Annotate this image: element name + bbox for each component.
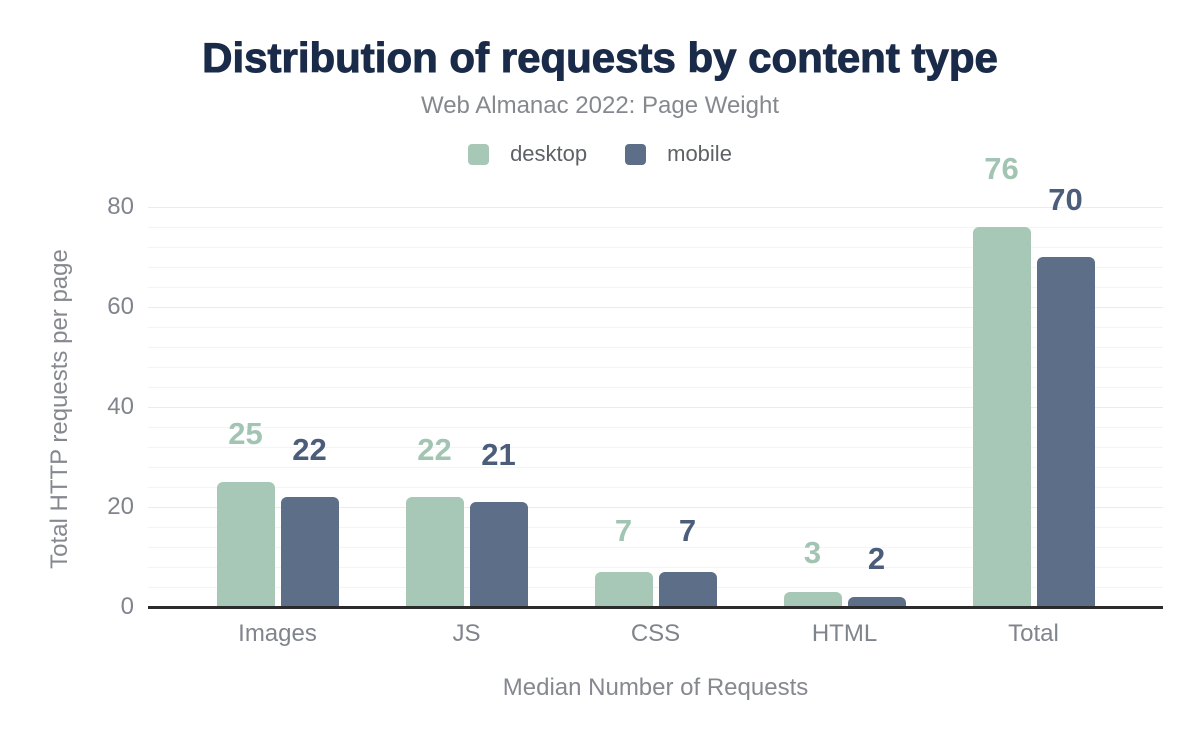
y-gridline-minor [148,467,1163,468]
y-gridline-minor [148,367,1163,368]
y-gridline-minor [148,327,1163,328]
legend-label-mobile: mobile [667,141,732,166]
y-tick-label: 20 [107,493,134,520]
y-gridline-minor [148,567,1163,568]
legend-item-mobile[interactable]: mobile [625,141,732,167]
y-gridline-minor [148,447,1163,448]
y-gridline-minor [148,227,1163,228]
y-axis-title: Total HTTP requests per page [46,249,73,569]
x-axis-title: Median Number of Requests [502,674,809,701]
legend-label-desktop: desktop [510,141,588,166]
x-category-label-css: CSS [630,620,681,647]
bar-value-mobile-css: 7 [678,512,697,548]
x-category-label-images: Images [238,620,317,647]
bar-value-desktop-css: 7 [614,512,633,548]
y-gridline-minor [148,427,1163,428]
bar-mobile-total [1036,257,1095,607]
y-gridline-minor [148,347,1163,348]
x-category-label-total: Total [1008,620,1059,647]
bar-value-mobile-js: 21 [481,437,516,473]
legend-swatch-mobile [625,143,647,165]
bar-mobile-images [280,497,339,607]
bar-mobile-css [658,572,717,607]
bar-value-desktop-js: 22 [417,432,452,468]
y-tick-label: 0 [120,593,134,620]
y-gridline-minor [148,287,1163,288]
y-gridline-minor [148,387,1163,388]
y-gridline-major [148,207,1163,208]
y-gridline-minor [148,547,1163,548]
y-gridline-minor [148,527,1163,528]
x-category-label-html: HTML [811,620,878,647]
y-gridline-minor [148,267,1163,268]
x-axis-line [148,606,1163,609]
bar-value-desktop-total: 76 [984,151,1019,187]
bar-desktop-images [216,482,275,607]
bar-value-mobile-total: 70 [1048,181,1083,217]
y-gridline-minor [148,487,1163,488]
bar-desktop-html [783,592,842,607]
y-gridline-major [148,507,1163,508]
chart-subtitle: Web Almanac 2022: Page Weight [420,92,779,119]
legend: desktop mobile [0,140,1200,168]
bar-value-desktop-html: 3 [803,535,822,571]
bar-desktop-css [594,572,653,607]
x-category-label-js: JS [452,620,481,647]
legend-item-desktop[interactable]: desktop [468,141,587,167]
y-gridline-major [148,307,1163,308]
bar-desktop-js [405,497,464,607]
bar-desktop-total [972,227,1031,607]
bar-mobile-html [847,597,906,607]
y-tick-label: 80 [107,193,134,220]
y-tick-label: 60 [107,293,134,320]
bar-value-mobile-images: 22 [292,432,327,468]
legend-swatch-desktop [468,143,490,165]
chart-title: Distribution of requests by content type [202,34,999,82]
y-tick-label: 40 [107,393,134,420]
bar-mobile-js [469,502,528,607]
y-gridline-minor [148,587,1163,588]
y-gridline-major [148,407,1163,408]
bar-value-desktop-images: 25 [228,416,263,452]
y-gridline-minor [148,247,1163,248]
bar-value-mobile-html: 2 [867,541,886,577]
